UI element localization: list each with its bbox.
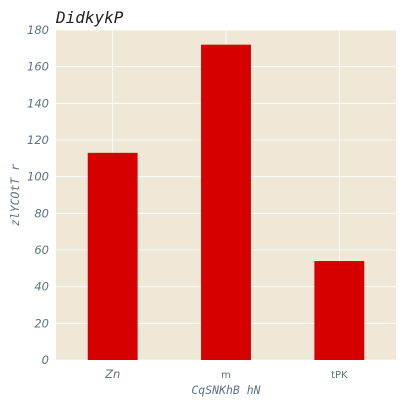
bar-tPK	[314, 261, 365, 360]
chart-title: DidkykP	[55, 8, 124, 27]
y-tick-label: 100	[27, 170, 49, 184]
y-tick-label: 20	[34, 316, 49, 330]
y-axis-ticks: 0 20 40 60 80 100 120 140 160 180	[27, 23, 49, 367]
y-tick-label: 120	[27, 133, 49, 147]
x-tick-label: tPK	[331, 370, 348, 381]
x-axis-ticks: Zn m tPK	[104, 367, 348, 381]
y-tick-label: 40	[34, 280, 49, 294]
y-tick-label: 80	[34, 206, 49, 220]
x-tick-label: Zn	[104, 367, 120, 381]
y-tick-label: 160	[27, 60, 49, 74]
y-axis-label: zlYCOtT r	[8, 164, 22, 226]
bars	[87, 44, 365, 361]
y-tick-label: 0	[42, 353, 49, 367]
y-tick-label: 60	[34, 243, 49, 257]
x-tick-label: m	[221, 370, 231, 381]
y-tick-label: 140	[27, 96, 49, 110]
bar-m	[201, 44, 251, 361]
y-tick-label: 180	[27, 23, 49, 37]
x-axis-label: CqSNKhB hN	[191, 383, 260, 397]
bar-Zn	[87, 152, 138, 360]
